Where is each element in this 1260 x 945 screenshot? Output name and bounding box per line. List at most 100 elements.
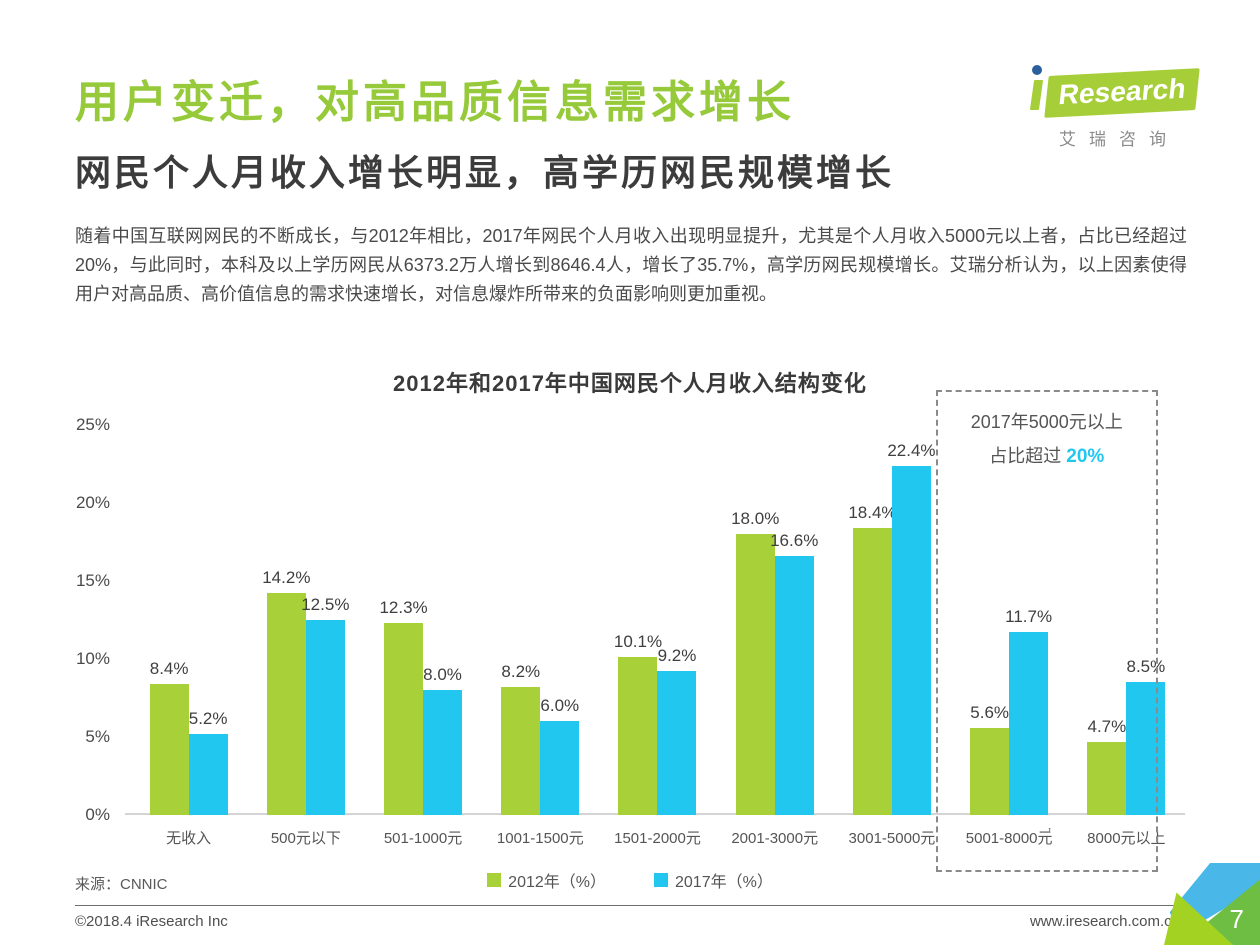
bar-column: 5.6% xyxy=(970,425,1010,815)
bar-2012年（%） xyxy=(384,623,424,815)
bar-value-label: 10.1% xyxy=(613,632,663,652)
bar-2012年（%） xyxy=(149,683,189,815)
bar-value-label: 8.2% xyxy=(501,662,541,682)
bar-column: 18.0% xyxy=(731,425,779,815)
bar-group: 14.2% 12.5% 500元以下 xyxy=(247,425,364,847)
page-number: 7 xyxy=(1229,904,1244,934)
logo-i-stem-icon xyxy=(1029,80,1044,110)
bar-column: 8.0% xyxy=(423,425,463,815)
x-axis-artifact: ’ xyxy=(1047,825,1052,842)
bar-value-label: 16.6% xyxy=(770,531,819,551)
bar-column: 22.4% xyxy=(887,425,936,815)
bar-value-label: 12.5% xyxy=(301,595,350,614)
x-axis-label: 8000元以上 xyxy=(1087,830,1166,847)
bar-2017年（%） xyxy=(305,620,345,815)
bar-2012年（%） xyxy=(266,593,306,815)
x-axis-label: 5001-8000元 xyxy=(965,830,1053,847)
bar-value-label: 12.3% xyxy=(379,598,428,618)
bar-2012年（%） xyxy=(618,657,658,815)
bar-value-label: 14.2% xyxy=(262,568,311,588)
logo-wordmark-row: Research xyxy=(1024,58,1204,118)
logo-i-dot-icon xyxy=(1031,65,1042,75)
x-axis-label: 无收入 xyxy=(166,830,212,847)
bar-column: 14.2% xyxy=(262,425,310,815)
bar-column: 5.2% xyxy=(188,425,228,815)
legend-swatch-icon xyxy=(487,873,502,887)
bar-value-label: 8.4% xyxy=(149,658,189,678)
bar-2012年（%） xyxy=(735,534,775,815)
bar-2017年（%） xyxy=(1126,682,1166,815)
page-title: 用户变迁，对高品质信息需求增长 xyxy=(75,78,795,127)
bar-group: 4.7% 8.5% 8000元以上 xyxy=(1068,425,1185,847)
bar-2017年（%） xyxy=(891,465,931,815)
x-axis-label: 2001-3000元 xyxy=(731,830,819,847)
chart-title: 2012年和2017年中国网民个人月收入结构变化 xyxy=(393,371,867,396)
x-axis-label: 500元以下 xyxy=(270,830,341,847)
bar-2012年（%） xyxy=(970,727,1010,815)
bar-value-label: 6.0% xyxy=(540,696,580,716)
body-paragraph: 随着中国互联网网民的不断成长，与2012年相比，2017年网民个人月收入出现明显… xyxy=(75,226,1187,304)
bar-value-label: 9.2% xyxy=(657,646,697,666)
bar-column: 6.0% xyxy=(540,425,580,815)
x-axis-label: 501-1000元 xyxy=(383,830,463,847)
bar-group: 12.3% 8.0% 501-1000元 xyxy=(364,425,481,847)
bar-value-label: 5.6% xyxy=(970,702,1010,722)
page-subtitle: 网民个人月收入增长明显，高学历网民规模增长 xyxy=(75,152,895,193)
x-axis-label: 1501-2000元 xyxy=(614,830,701,847)
y-axis-tick: 20% xyxy=(75,493,110,512)
footer-copyright: ©2018.4 iResearch Inc xyxy=(75,913,228,930)
corner-ribbon: 7 xyxy=(1164,863,1260,945)
bar-value-label: 8.5% xyxy=(1126,657,1166,677)
bar-group: 18.4% 22.4% 3001-5000元 xyxy=(833,425,950,847)
bar-column: 8.4% xyxy=(149,425,189,815)
bar-column: 10.1% xyxy=(614,425,662,815)
chart-legend: 2012年（%） 2017年（%） xyxy=(0,868,1260,892)
legend-item: 2017年（%） xyxy=(654,868,773,892)
legend-swatch-icon xyxy=(654,873,668,887)
bar-value-label: 5.2% xyxy=(188,708,228,728)
bar-value-label: 18.0% xyxy=(731,509,780,529)
bar-group: 18.0% 16.6% 2001-3000元 xyxy=(716,425,833,847)
footer-divider xyxy=(75,905,1188,906)
bar-column: 18.4% xyxy=(848,425,897,815)
bar-2012年（%） xyxy=(1087,741,1127,815)
logo-wordmark: Research xyxy=(1044,68,1200,118)
legend-label: 2017年（%） xyxy=(675,874,773,891)
source-note: 来源：CNNIC xyxy=(75,876,168,893)
plot-area: 25% 20% 15% 10% 5% 0% 8.4% 5.2% 无收入 14.2% 12.5% 50… xyxy=(76,390,1185,872)
bar-2017年（%） xyxy=(1009,632,1049,815)
bar-2017年（%） xyxy=(188,733,228,815)
bar-2017年（%） xyxy=(774,556,814,815)
logo-chinese-name: 艾瑞咨询 xyxy=(1059,130,1179,149)
y-axis-tick: 15% xyxy=(75,571,110,590)
y-axis-tick: 5% xyxy=(85,727,110,746)
footer-website[interactable]: www.iresearch.com.cn xyxy=(1029,913,1180,930)
y-axis-tick: 10% xyxy=(75,649,110,668)
bar-value-label: 4.7% xyxy=(1087,716,1127,736)
bar-value-label: 18.4% xyxy=(848,502,897,522)
y-axis-tick: 25% xyxy=(75,415,110,434)
bar-value-label: 22.4% xyxy=(887,440,936,460)
bar-2017年（%） xyxy=(657,671,697,815)
legend-label: 2012年（%） xyxy=(508,874,606,891)
bar-column: 12.3% xyxy=(379,425,428,815)
y-axis-tick: 0% xyxy=(85,805,110,824)
bar-group: 10.1% 9.2% 1501-2000元 xyxy=(599,425,716,847)
iresearch-logo: Research 艾瑞咨询 xyxy=(1024,58,1204,150)
bar-groups: 8.4% 5.2% 无收入 14.2% 12.5% 500元以下 12.3% 8.0% 501-… xyxy=(130,425,1185,847)
bar-column: 11.7% xyxy=(1005,425,1052,815)
bar-column: 8.5% xyxy=(1126,425,1166,815)
logo-i-icon xyxy=(1029,65,1044,110)
bar-column: 9.2% xyxy=(657,425,697,815)
bar-column: 16.6% xyxy=(770,425,818,815)
legend-item: 2012年（%） xyxy=(487,868,606,892)
bar-column: 8.2% xyxy=(501,425,541,815)
bar-column: 4.7% xyxy=(1087,425,1127,815)
x-axis-label: 3001-5000元 xyxy=(848,830,936,847)
bar-column: 12.5% xyxy=(301,425,349,815)
bar-group: 8.2% 6.0% 1001-1500元 xyxy=(482,425,599,847)
bar-2012年（%） xyxy=(852,527,892,815)
bar-2017年（%） xyxy=(540,721,580,815)
bar-group: 8.4% 5.2% 无收入 xyxy=(130,425,247,847)
